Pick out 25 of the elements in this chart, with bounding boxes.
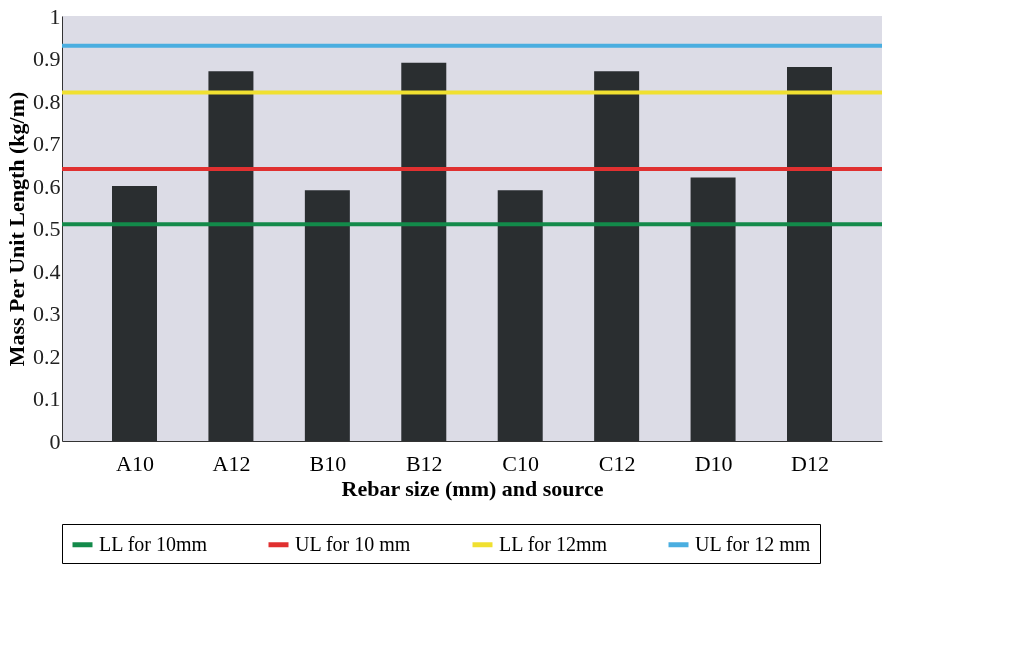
y-tick-label: 0.7 — [33, 131, 61, 156]
y-tick-label: 0.4 — [33, 258, 61, 284]
y-tick-label: 1 — [49, 3, 61, 29]
x-tick-label: B12 — [405, 450, 443, 476]
y-axis-title: Mass Per Unit Length (kg/m) — [4, 91, 29, 367]
x-tick-label: C10 — [502, 450, 540, 476]
y-tick-label: 0.9 — [33, 46, 61, 71]
y-tick-label: 0.5 — [33, 216, 61, 241]
y-tick-label: 0.1 — [33, 386, 61, 411]
legend-label: UL for 12 mm — [695, 532, 811, 555]
y-tick-label: 0.2 — [33, 343, 61, 369]
x-tick-label: A12 — [212, 450, 251, 476]
y-tick-label: 0 — [49, 428, 61, 454]
y-tick-label: 0.8 — [33, 88, 61, 114]
x-tick-label: A10 — [116, 450, 154, 476]
x-tick-label: D10 — [694, 450, 733, 476]
x-tick-label: B10 — [309, 450, 347, 476]
legend-label: LL for 12mm — [499, 532, 608, 555]
legend-label: UL for 10 mm — [295, 532, 411, 555]
y-tick-label: 0.3 — [33, 301, 61, 326]
x-tick-label: C12 — [598, 450, 636, 476]
legend-label: LL for 10mm — [99, 532, 208, 555]
x-axis-title: Rebar size (mm) and source — [341, 475, 604, 501]
y-tick-label: 0.6 — [33, 173, 61, 199]
x-tick-label: D12 — [791, 450, 829, 476]
